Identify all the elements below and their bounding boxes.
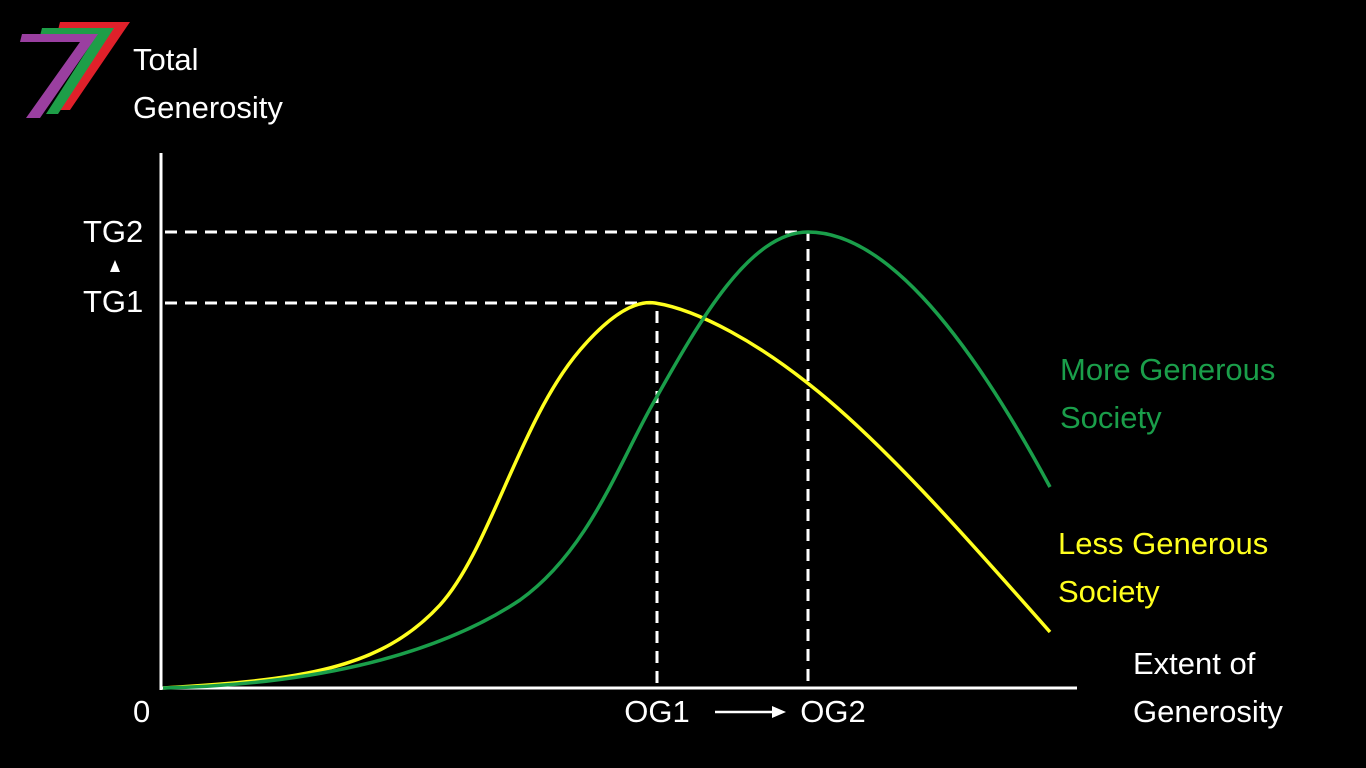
x-axis-label: Generosity (1133, 694, 1283, 729)
tg-arrow (110, 260, 120, 272)
y-axis-label: Generosity (133, 90, 283, 125)
og1-label: OG1 (624, 694, 689, 729)
y-axis-label: Total (133, 42, 198, 77)
og2-label: OG2 (800, 694, 865, 729)
curve-label: More Generous (1060, 352, 1275, 387)
origin-label: 0 (133, 694, 150, 729)
more-generous-curve (162, 230, 1052, 690)
curve-label: Less Generous (1058, 526, 1268, 561)
less-generous-curve (162, 300, 1052, 690)
tg1-label: TG1 (83, 284, 143, 319)
tg2-label: TG2 (83, 214, 143, 249)
curve-label: Society (1060, 400, 1162, 435)
x-axis-label: Extent of (1133, 646, 1256, 681)
curve-label: Society (1058, 574, 1160, 609)
logo (20, 22, 130, 118)
og-arrow-head (772, 706, 786, 718)
